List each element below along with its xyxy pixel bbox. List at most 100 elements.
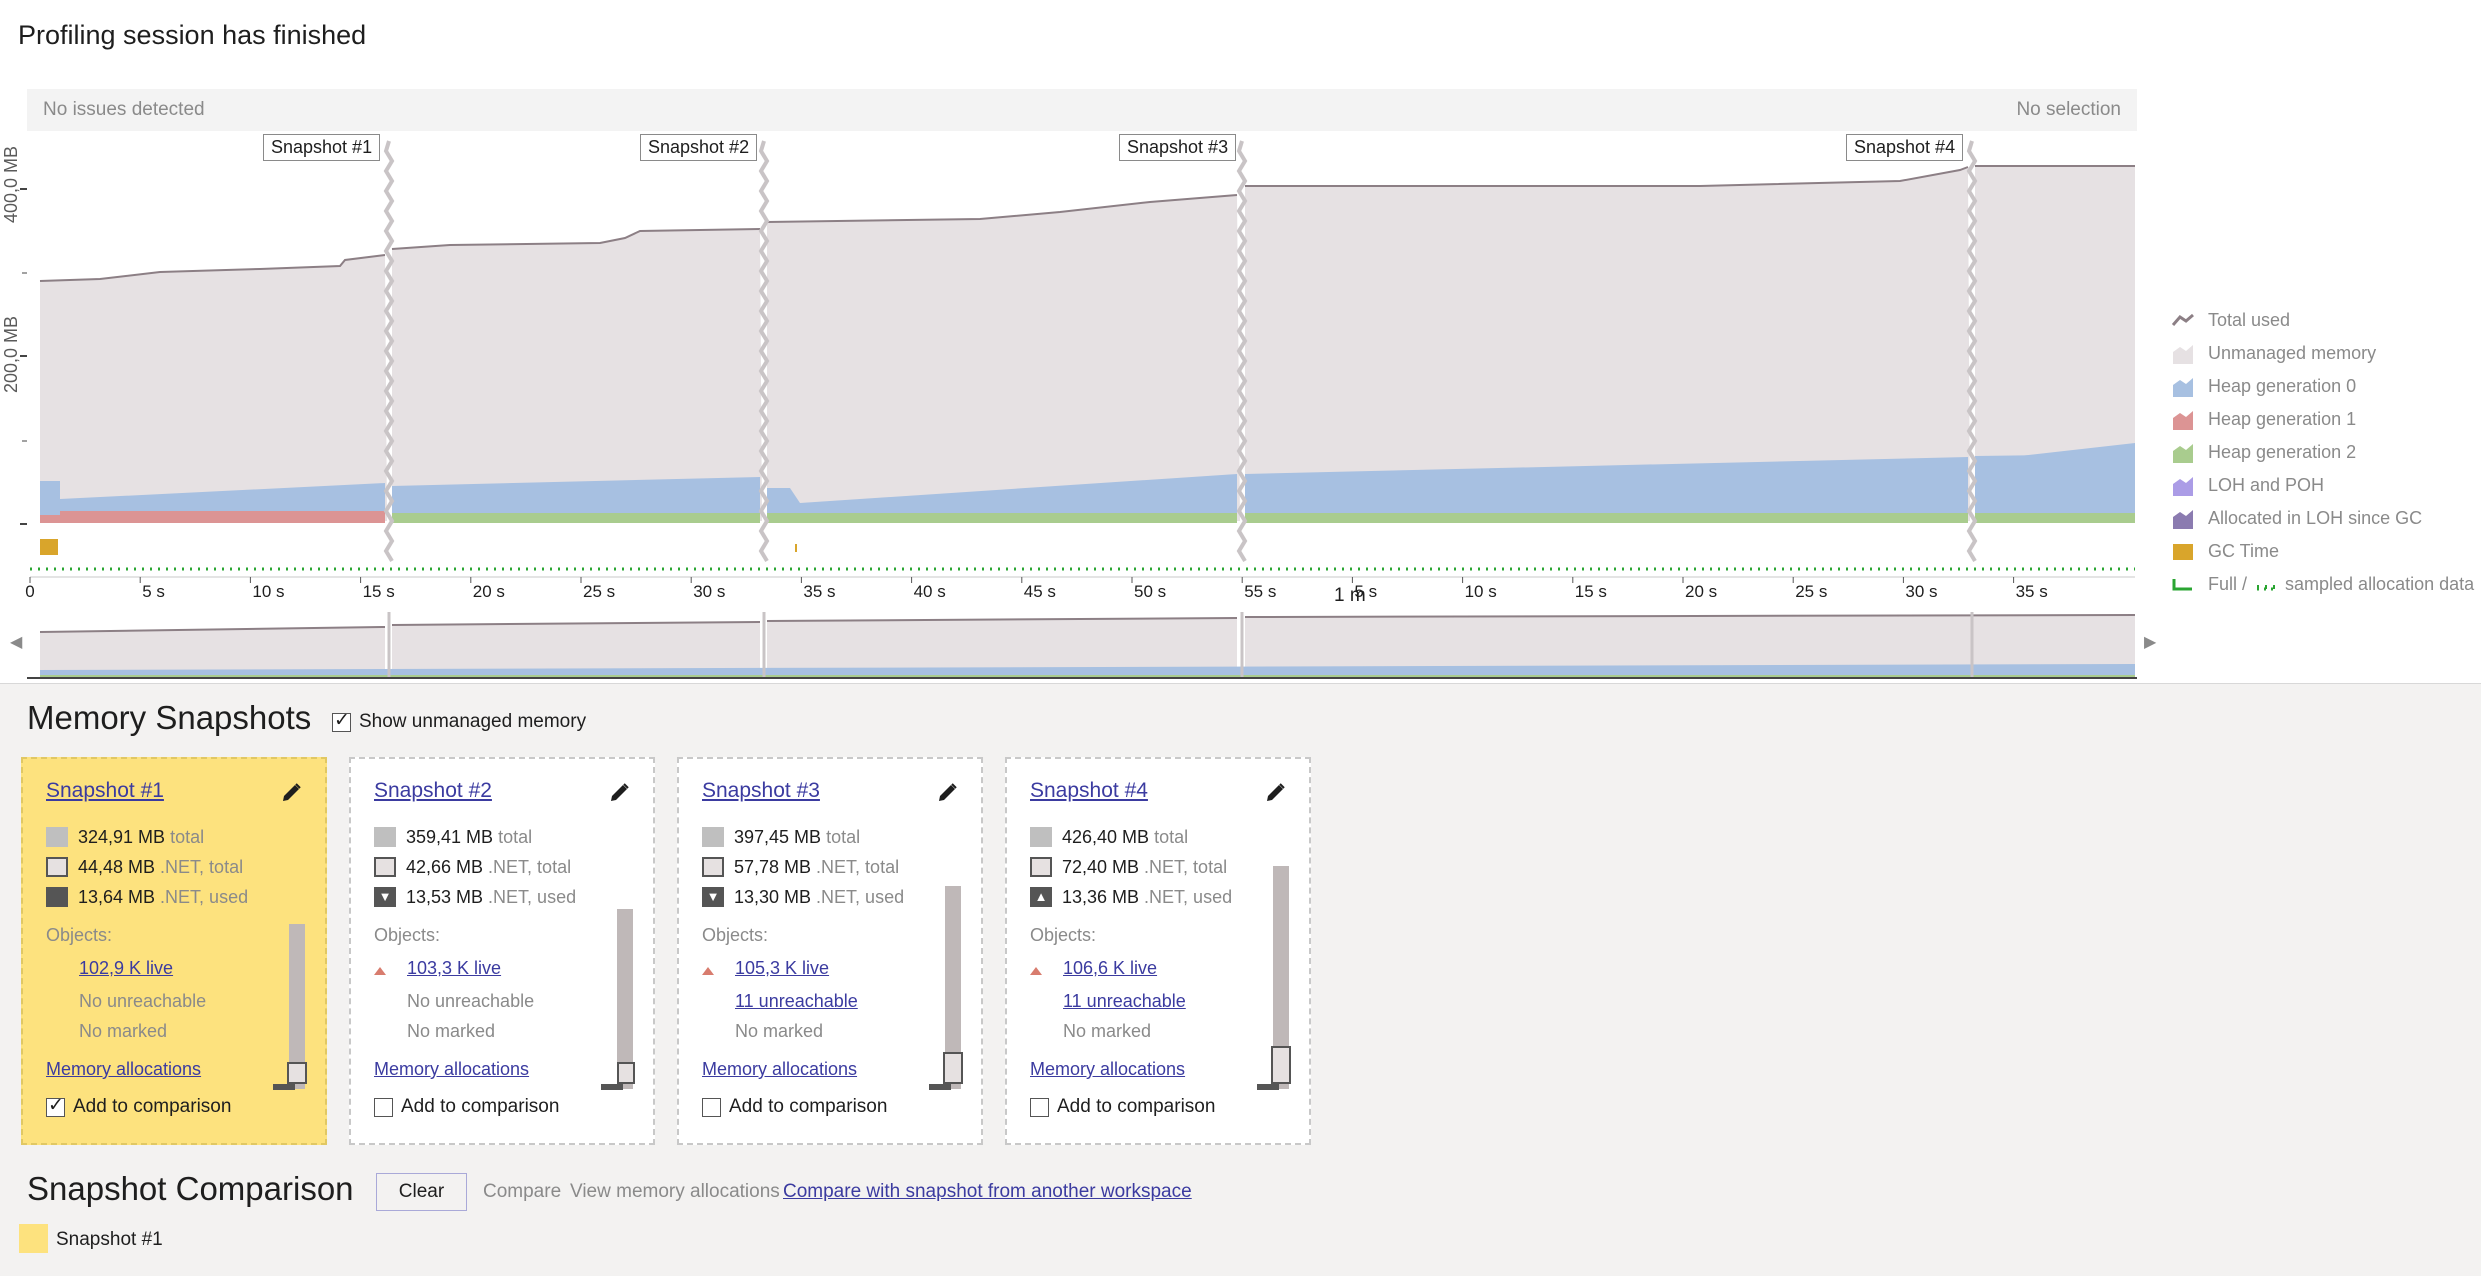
snapshot-title-link[interactable]: Snapshot #3: [702, 779, 820, 802]
net-total-unit: .NET, total: [160, 856, 244, 877]
show-unmanaged-toggle[interactable]: Show unmanaged memory: [332, 709, 586, 733]
total-used-line: [39, 254, 386, 282]
time-tick-label: 15 s: [363, 582, 395, 601]
memory-allocations-link[interactable]: Memory allocations: [374, 1059, 530, 1079]
live-objects-link[interactable]: 105,3 K live: [735, 958, 830, 978]
add-to-comparison[interactable]: Add to comparison: [702, 1096, 887, 1118]
memory-allocations-link[interactable]: Memory allocations: [46, 1059, 202, 1079]
unreachable-objects[interactable]: 11 unreachable: [1063, 991, 1186, 1011]
scroll-left-icon[interactable]: ◀: [10, 634, 23, 651]
memory-level-bar: [289, 924, 305, 1089]
legend-label: GC Time: [2208, 541, 2280, 561]
total-unit: total: [1154, 826, 1189, 847]
legend-gc-time[interactable]: GC Time: [2172, 535, 2477, 568]
timeline-info-bar: No issues detected No selection: [27, 89, 2137, 131]
legend-total-used[interactable]: Total used: [2172, 304, 2477, 337]
legend-gen2[interactable]: Heap generation 2: [2172, 436, 2477, 469]
time-tick-label: 25 s: [1795, 582, 1827, 601]
memory-level-bar: [617, 909, 633, 1089]
snapshot-tag-2[interactable]: Snapshot #2: [640, 134, 758, 161]
time-tick-label: 5 s: [1354, 582, 1377, 601]
heap-gen0-area: [40, 443, 2135, 521]
legend-gen1[interactable]: Heap generation 1: [2172, 403, 2477, 436]
show-unmanaged-checkbox[interactable]: [332, 709, 351, 732]
increase-triangle-icon: [374, 967, 386, 975]
page-title: Profiling session has finished: [18, 20, 367, 50]
edit-pencil-icon[interactable]: [279, 781, 303, 805]
add-to-comparison[interactable]: Add to comparison: [1030, 1096, 1215, 1118]
add-to-comparison[interactable]: Add to comparison: [374, 1096, 559, 1118]
legend-loh-poh[interactable]: LOH and POH: [2172, 469, 2477, 502]
add-to-comparison-checkbox[interactable]: [702, 1097, 721, 1117]
stat-net-total: 44,48 MB .NET, total: [46, 855, 243, 879]
add-to-comparison-label: Add to comparison: [73, 1096, 232, 1117]
net-total-unit: .NET, total: [816, 856, 900, 877]
add-to-comparison-label: Add to comparison: [1057, 1096, 1216, 1117]
edit-pencil-icon[interactable]: [1263, 781, 1287, 805]
time-tick-label: 30 s: [693, 582, 725, 601]
memory-allocations-link[interactable]: Memory allocations: [702, 1059, 858, 1079]
unreachable-objects[interactable]: 11 unreachable: [735, 991, 858, 1011]
stat-net-used: ▼ 13,53 MB .NET, used: [374, 885, 576, 909]
compare-other-workspace-link[interactable]: Compare with snapshot from another works…: [783, 1181, 1192, 1202]
net-total-swatch: [46, 857, 68, 877]
time-tick-label: 10 s: [252, 582, 284, 601]
area-icon: [2173, 476, 2193, 496]
selection-status: No selection: [2016, 99, 2121, 120]
heap-gen1-area: [60, 511, 385, 523]
chart-legend: Total used Unmanaged memory Heap generat…: [2172, 304, 2477, 601]
net-used-value: 13,30 MB: [734, 886, 812, 907]
legend-gen0[interactable]: Heap generation 0: [2172, 370, 2477, 403]
snapshot-title-link[interactable]: Snapshot #1: [46, 779, 164, 802]
net-memory-bar: [1271, 1046, 1291, 1084]
total-value: 324,91 MB: [78, 826, 166, 847]
snapshot-card[interactable]: Snapshot #3 397,45 MB total 57,78 MB .NE…: [677, 757, 983, 1145]
minute-label: 1 m: [1334, 585, 1366, 606]
total-value: 359,41 MB: [406, 826, 494, 847]
memory-timeline-chart[interactable]: 400,0 MB 200,0 MB: [0, 131, 2140, 611]
legend-unmanaged[interactable]: Unmanaged memory: [2172, 337, 2477, 370]
net-total-value: 42,66 MB: [406, 856, 484, 877]
snapshot-card[interactable]: Snapshot #4 426,40 MB total 72,40 MB .NE…: [1005, 757, 1311, 1145]
snapshot-title-link[interactable]: Snapshot #4: [1030, 779, 1148, 802]
view-memory-allocations-button[interactable]: View memory allocations: [570, 1181, 780, 1202]
snapshot-card[interactable]: Snapshot #2 359,41 MB total 42,66 MB .NE…: [349, 757, 655, 1145]
legend-loh-since-gc[interactable]: Allocated in LOH since GC: [2172, 502, 2477, 535]
net-total-value: 72,40 MB: [1062, 856, 1140, 877]
edit-pencil-icon[interactable]: [935, 781, 959, 805]
net-used-swatch: ▼: [374, 887, 396, 907]
snapshot-tag-3[interactable]: Snapshot #3: [1119, 134, 1237, 161]
legend-label: Heap generation 2: [2208, 442, 2357, 462]
net-total-swatch: [374, 857, 396, 877]
scroll-right-icon[interactable]: ▶: [2144, 634, 2157, 651]
area-icon: [2173, 344, 2193, 364]
add-to-comparison-checkbox[interactable]: [374, 1097, 393, 1117]
snapshot-title-link[interactable]: Snapshot #2: [374, 779, 492, 802]
stat-total: 397,45 MB total: [702, 825, 860, 849]
snapshot-card[interactable]: Snapshot #1 324,91 MB total 44,48 MB .NE…: [21, 757, 327, 1145]
memory-allocations-link[interactable]: Memory allocations: [1030, 1059, 1186, 1079]
timeline-overview[interactable]: [0, 612, 2160, 684]
net-memory-bar: [287, 1062, 307, 1084]
marked-objects: No marked: [1063, 1021, 1152, 1041]
objects-label: Objects:: [702, 925, 769, 945]
total-swatch: [374, 827, 396, 847]
add-to-comparison-checkbox[interactable]: [1030, 1097, 1049, 1117]
net-total-swatch: [702, 857, 724, 877]
legend-label: LOH and POH: [2208, 475, 2325, 495]
time-tick-label: 10 s: [1465, 582, 1497, 601]
live-objects-link[interactable]: 103,3 K live: [407, 958, 502, 978]
area-icon: [2173, 443, 2193, 463]
snapshot-tag-1[interactable]: Snapshot #1: [263, 134, 381, 161]
snapshot-tag-4[interactable]: Snapshot #4: [1846, 134, 1964, 161]
live-objects-link[interactable]: 106,6 K live: [1063, 958, 1158, 978]
net-used-swatch: ▼: [702, 887, 724, 907]
live-objects-link[interactable]: 102,9 K live: [79, 958, 174, 978]
add-to-comparison-checkbox[interactable]: [46, 1094, 65, 1117]
add-to-comparison[interactable]: Add to comparison: [46, 1094, 232, 1118]
net-used-swatch: [46, 887, 68, 907]
legend-allocation-data[interactable]: Full / sampled allocation data: [2172, 568, 2477, 601]
compare-button[interactable]: Compare: [483, 1181, 562, 1202]
clear-button[interactable]: Clear: [376, 1173, 467, 1211]
edit-pencil-icon[interactable]: [607, 781, 631, 805]
